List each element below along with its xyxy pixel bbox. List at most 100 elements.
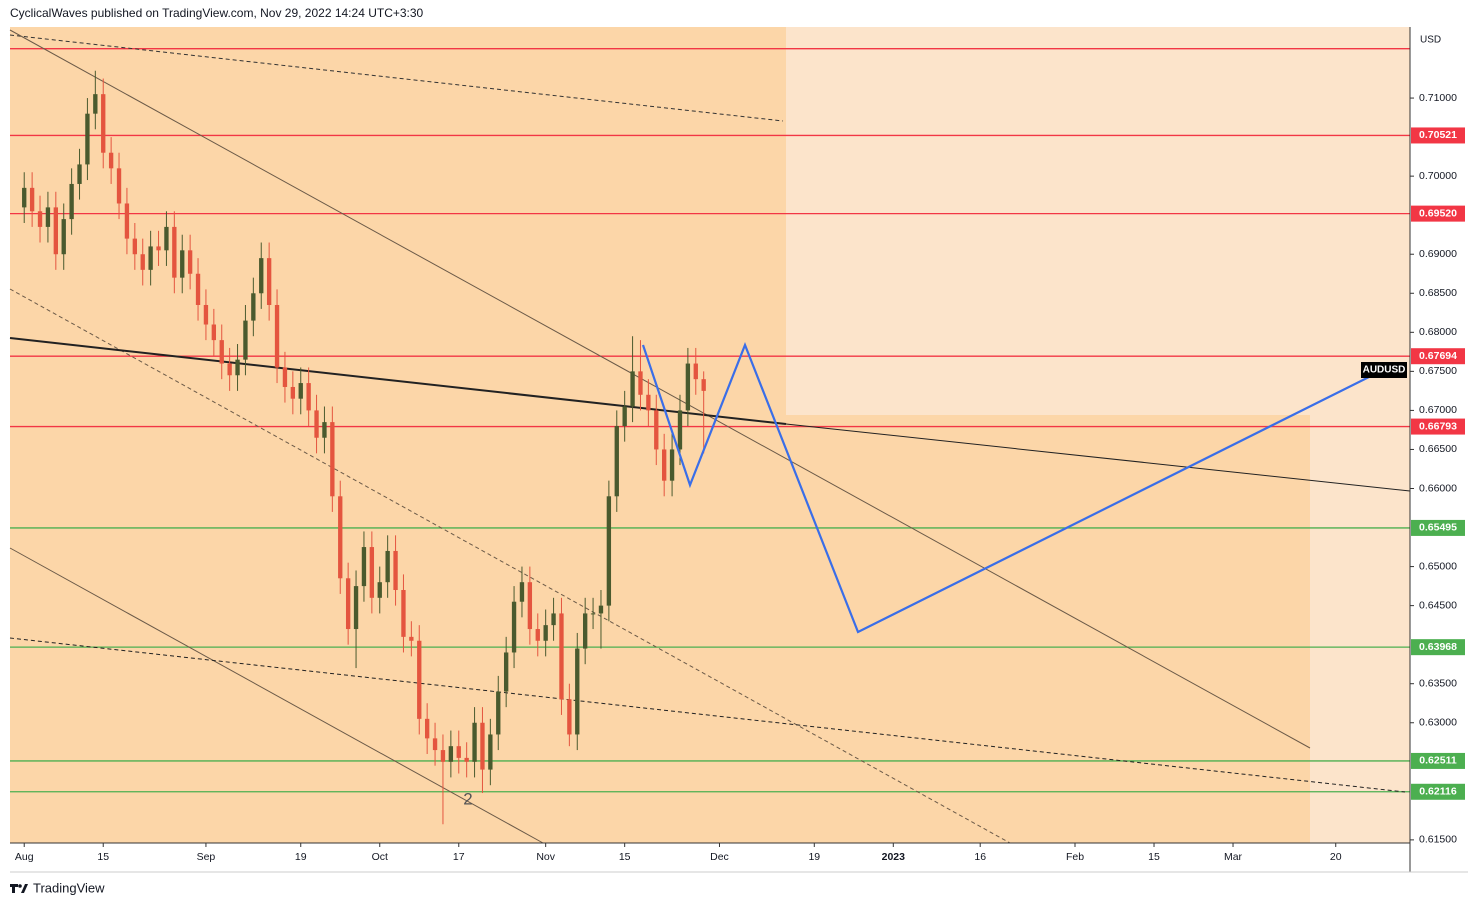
candle-body <box>646 394 651 411</box>
wave-label: 2 <box>463 789 472 808</box>
candle-body <box>338 496 343 579</box>
symbol-label: AUDUSD <box>1363 365 1406 376</box>
candle-body <box>37 211 43 227</box>
candle-body <box>409 636 414 641</box>
x-tick-label: Feb <box>1066 851 1084 863</box>
candle-body <box>685 363 691 411</box>
candle-body <box>282 367 288 387</box>
trend-line <box>785 423 1411 492</box>
level-badge <box>1411 418 1465 435</box>
candle-body <box>677 410 683 450</box>
candle-body <box>108 152 114 169</box>
y-tick-label: 0.69000 <box>1419 248 1457 260</box>
x-tick-label: 15 <box>1148 851 1160 863</box>
symbol-badge <box>1361 362 1407 378</box>
candle-body <box>322 422 327 438</box>
candle-body <box>116 168 122 204</box>
candle-body <box>662 449 667 481</box>
candle-body <box>140 254 145 270</box>
x-tick-label: Mar <box>1224 851 1243 863</box>
candle-body <box>496 691 501 735</box>
candle-body <box>417 640 422 719</box>
brand: TradingView <box>33 880 105 895</box>
logo-part <box>21 884 28 893</box>
x-tick-label: Sep <box>197 851 216 863</box>
candle-body <box>480 722 485 770</box>
y-tick-label: 0.66500 <box>1419 443 1457 455</box>
candle-body <box>535 629 540 641</box>
y-tick-label: 0.64500 <box>1419 599 1457 611</box>
x-tick-label: Nov <box>536 851 555 863</box>
candle-body <box>488 734 493 770</box>
candle-body <box>614 426 619 497</box>
x-tick-label: 20 <box>1330 851 1342 863</box>
candle-body <box>22 187 27 208</box>
candle-body <box>180 250 185 278</box>
trend-line <box>9 34 784 122</box>
x-tick-label: 19 <box>808 851 820 863</box>
candle-body <box>77 164 82 184</box>
currency-label: USD <box>1420 35 1441 46</box>
candle-body <box>669 449 675 481</box>
y-tick-label: 0.66000 <box>1419 482 1457 494</box>
x-tick-label: 15 <box>97 851 109 863</box>
candle-body <box>85 113 90 165</box>
candle-body <box>53 207 58 255</box>
candle-body <box>132 238 138 255</box>
candle-body <box>551 613 556 626</box>
candle-body <box>101 94 106 153</box>
candle-body <box>630 371 635 407</box>
candle-body <box>424 718 430 739</box>
level-label: 0.62511 <box>1419 755 1457 767</box>
candle-body <box>172 226 177 278</box>
candle-body <box>227 363 232 376</box>
candle-body <box>606 496 612 606</box>
candle-body <box>259 258 264 294</box>
logo-part <box>12 884 15 893</box>
candle-body <box>511 601 517 653</box>
candle-body <box>187 250 193 274</box>
level-badge <box>1411 519 1465 536</box>
range-box <box>10 27 786 415</box>
candle-body <box>93 94 98 114</box>
range-box <box>10 415 1310 843</box>
candle-body <box>361 547 367 587</box>
candle-body <box>345 578 351 630</box>
candle-body <box>701 379 706 391</box>
candle-body <box>243 320 248 360</box>
candle-body <box>590 613 596 615</box>
candle-body <box>369 547 375 598</box>
candle-body <box>575 648 580 735</box>
candle-body <box>401 590 406 637</box>
candle-body <box>219 340 224 364</box>
level-label: 0.66793 <box>1419 420 1457 432</box>
candle-body <box>306 383 311 411</box>
candle-body <box>559 613 564 700</box>
level-label: 0.65495 <box>1419 522 1457 534</box>
x-tick-label: Oct <box>372 851 388 863</box>
candle-body <box>298 383 303 399</box>
level-badge <box>1411 127 1465 144</box>
candle-body <box>29 187 35 212</box>
x-tick-label: 16 <box>974 851 986 863</box>
level-label: 0.63968 <box>1419 641 1457 653</box>
y-tick-label: 0.68500 <box>1419 287 1457 299</box>
candle-body <box>266 258 272 305</box>
candle-body <box>543 625 548 641</box>
candle-body <box>567 699 572 735</box>
candle-body <box>124 203 130 239</box>
level-label: 0.62116 <box>1419 786 1457 798</box>
trend-line <box>9 637 1406 793</box>
candle-body <box>385 550 390 583</box>
candle-body <box>638 371 643 395</box>
level-badge <box>1411 783 1465 800</box>
y-tick-label: 0.61500 <box>1419 834 1457 846</box>
candle-body <box>156 246 161 251</box>
candle-body <box>148 246 153 270</box>
logo <box>10 884 28 893</box>
candle-body <box>464 757 469 762</box>
candle-body <box>393 550 398 591</box>
trend-line <box>9 29 1311 749</box>
candle-body <box>377 582 382 598</box>
